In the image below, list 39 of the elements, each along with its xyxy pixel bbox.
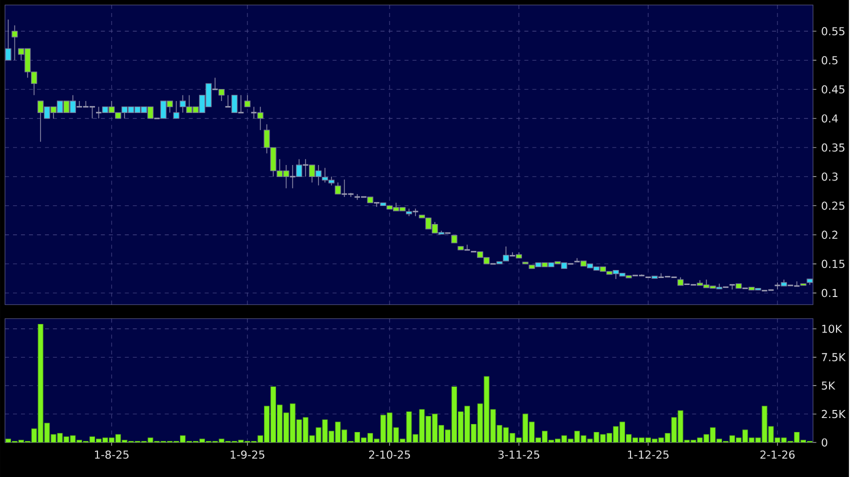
- candlestick: [574, 257, 581, 262]
- x-tick-label: 2-1-26: [760, 450, 795, 459]
- candlestick: [173, 100, 180, 119]
- candlestick: [296, 158, 302, 177]
- candlestick: [250, 106, 258, 119]
- candlestick: [224, 94, 232, 108]
- candlestick: [508, 252, 516, 256]
- y-tick-label: 5K: [822, 381, 836, 390]
- y-tick-label: 0.5: [822, 56, 838, 64]
- y-tick-label: 0.15: [822, 260, 844, 268]
- x-tick-label: 2-10-25: [369, 450, 410, 459]
- y-tick-label: 0.2: [822, 230, 838, 239]
- y-tick-label: 10K: [822, 324, 842, 333]
- candlestick: [212, 77, 219, 90]
- x-tick-label: 1-8-25: [95, 450, 129, 459]
- candlestick: [95, 106, 102, 119]
- y-tick-label: 0.45: [822, 85, 844, 94]
- candlestick: [334, 182, 341, 194]
- y-tick-label: 0.25: [822, 201, 844, 210]
- x-tick-label: 3-11-25: [498, 450, 540, 459]
- y-tick-label: 0: [822, 438, 828, 446]
- candlestick: [231, 94, 238, 113]
- x-tick-label: 1-9-25: [230, 450, 264, 459]
- y-tick-label: 2.5K: [822, 410, 846, 418]
- y-tick-label: 0.1: [822, 288, 838, 297]
- y-tick-label: 0.4: [822, 114, 838, 122]
- y-tick-label: 0.35: [822, 143, 844, 152]
- candlestick: [774, 282, 781, 290]
- candlestick: [289, 164, 296, 188]
- candlestick: [244, 94, 250, 107]
- candlestick: [257, 106, 264, 130]
- x-tick-label: 1-12-25: [628, 450, 669, 459]
- candlestick: [412, 208, 419, 216]
- candlestick: [218, 88, 225, 102]
- candlestick: [237, 94, 244, 114]
- y-tick-label: 0.3: [822, 172, 838, 181]
- y-tick-label: 0.55: [822, 26, 844, 36]
- candlestick: [12, 24, 18, 60]
- y-tick-label: 7.5K: [822, 352, 846, 362]
